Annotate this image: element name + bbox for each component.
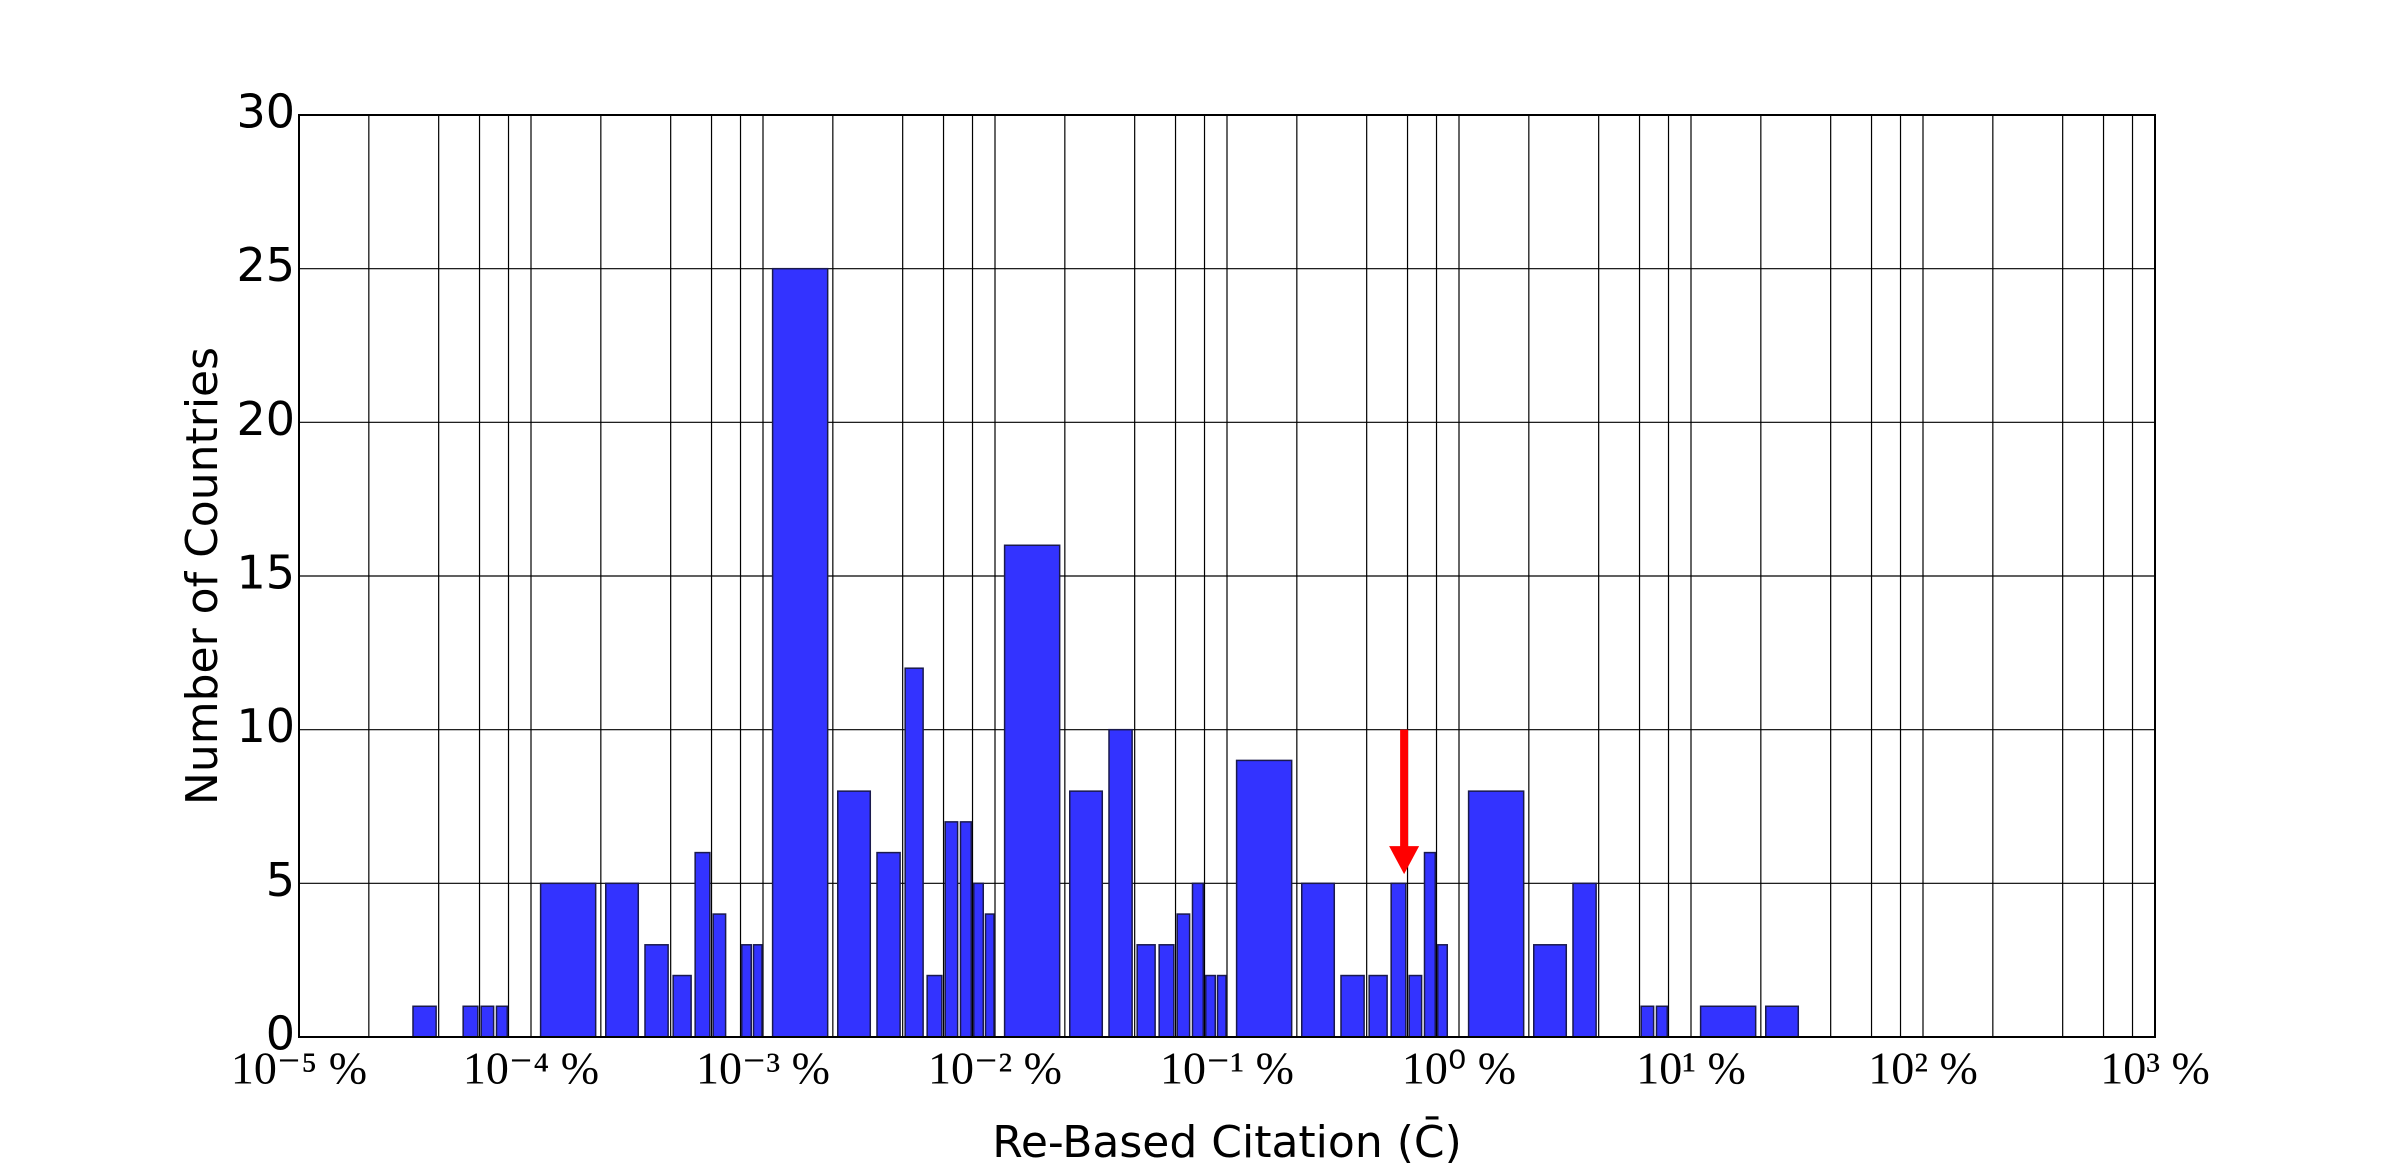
bar <box>1437 944 1449 1038</box>
bar <box>984 913 995 1038</box>
bar <box>712 913 727 1038</box>
bar <box>1108 728 1133 1038</box>
bar <box>1158 944 1175 1038</box>
x-tick-label: 10⁻² % <box>928 1043 1062 1094</box>
bar <box>1408 974 1423 1038</box>
bar <box>694 851 711 1038</box>
y-tick-label: 20 <box>236 392 295 446</box>
bar <box>1235 759 1293 1038</box>
bar <box>605 882 640 1038</box>
bar <box>926 974 943 1038</box>
bar <box>495 1005 508 1038</box>
bar <box>771 267 829 1038</box>
y-tick-label: 15 <box>236 546 295 600</box>
y-tick-label: 10 <box>236 699 295 753</box>
bar <box>1533 944 1568 1038</box>
bar <box>1301 882 1336 1038</box>
bar <box>904 667 924 1038</box>
bar <box>1176 913 1191 1038</box>
bar <box>480 1005 495 1038</box>
bar <box>959 821 972 1038</box>
plot-frame <box>298 114 2156 1038</box>
bar <box>944 821 959 1038</box>
y-tick-label: 5 <box>266 853 295 907</box>
x-tick-label: 10⁻⁴ % <box>463 1043 599 1094</box>
bar <box>462 1005 479 1038</box>
bar <box>1655 1005 1668 1038</box>
x-tick-label: 10¹ % <box>1636 1043 1746 1094</box>
bar <box>876 851 901 1038</box>
bar <box>672 974 692 1038</box>
bar <box>1003 544 1061 1038</box>
bar <box>412 1005 437 1038</box>
bar <box>1069 790 1104 1038</box>
x-tick-label: 10⁻¹ % <box>1160 1043 1294 1094</box>
x-tick-label: 10⁻³ % <box>696 1043 830 1094</box>
bar <box>1423 851 1436 1038</box>
bar <box>1572 882 1597 1038</box>
bar <box>973 882 985 1038</box>
x-tick-label: 10³ % <box>2100 1043 2210 1094</box>
arrow <box>1389 729 1420 875</box>
bar <box>1699 1005 1757 1038</box>
arrow-head <box>1389 846 1420 875</box>
bar <box>1205 974 1217 1038</box>
x-tick-label: 10² % <box>1868 1043 1978 1094</box>
bar <box>1640 1005 1655 1038</box>
x-tick-label: 10⁻⁵ % <box>231 1043 367 1094</box>
bar <box>1191 882 1204 1038</box>
bar <box>644 944 669 1038</box>
bar <box>1390 882 1407 1038</box>
y-axis-label: Number of Countries <box>177 347 228 805</box>
bar <box>1368 974 1388 1038</box>
x-axis-label: Re-Based Citation (C̄) <box>992 1115 1462 1168</box>
bar <box>1765 1005 1800 1038</box>
bar <box>1467 790 1525 1038</box>
bar <box>837 790 872 1038</box>
bar <box>1136 944 1156 1038</box>
x-tick-label: 10⁰ % <box>1402 1043 1516 1094</box>
bar <box>752 944 763 1038</box>
bar <box>1340 974 1365 1038</box>
bar <box>741 944 753 1038</box>
y-tick-label: 25 <box>236 238 295 292</box>
y-tick-label: 0 <box>266 1007 295 1061</box>
bar <box>1216 974 1227 1038</box>
y-tick-label: 30 <box>236 85 295 139</box>
bar <box>539 882 597 1038</box>
